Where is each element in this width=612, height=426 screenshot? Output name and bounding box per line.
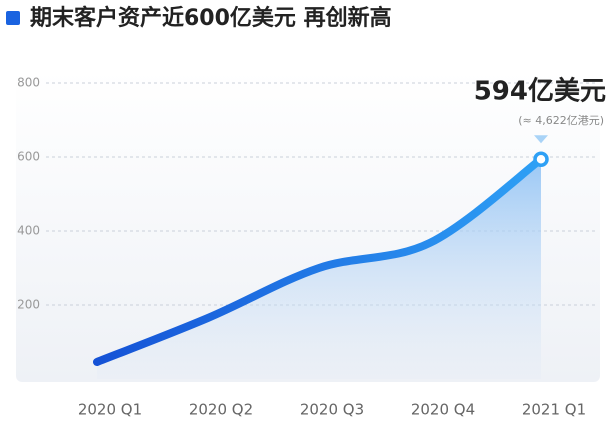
point xyxy=(533,151,549,167)
pointer xyxy=(534,135,548,144)
chart-title: 期末客户资产近600亿美元 再创新高 xyxy=(30,5,392,31)
value-label: 594亿美元 xyxy=(474,76,606,107)
x-tick-label: 2020 Q2 xyxy=(189,401,253,419)
x-tick-label: 2020 Q3 xyxy=(300,401,364,419)
title-icon xyxy=(6,11,20,25)
x-tick-label: 2020 Q1 xyxy=(78,401,142,419)
x-tick-label: 2020 Q4 xyxy=(411,401,475,419)
y-tick-label: 400 xyxy=(17,224,40,238)
y-tick-label: 200 xyxy=(17,298,40,312)
line xyxy=(93,155,545,366)
y-tick-label: 600 xyxy=(17,150,40,164)
x-tick-label: 2021 Q1 xyxy=(522,401,586,419)
y-tick-label: 800 xyxy=(17,76,40,90)
annotation: (≈ 4,622亿港元) xyxy=(518,114,604,127)
